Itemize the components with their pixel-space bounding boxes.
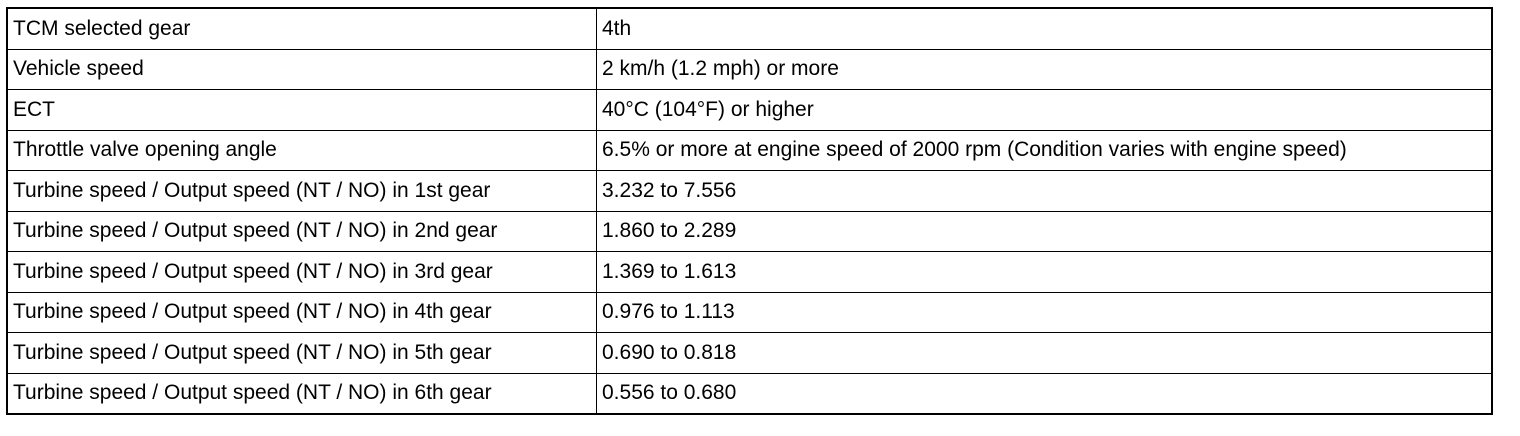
condition-value: 0.976 to 1.113 xyxy=(596,291,1493,333)
condition-value: 6.5% or more at engine speed of 2000 rpm… xyxy=(596,129,1493,171)
condition-value: 40°C (104°F) or higher xyxy=(596,89,1493,131)
condition-value: 0.690 to 0.818 xyxy=(596,332,1493,374)
condition-item: Turbine speed / Output speed (NT / NO) i… xyxy=(6,210,597,252)
table-row: Turbine speed / Output speed (NT / NO) i… xyxy=(6,251,1493,293)
table-row: Turbine speed / Output speed (NT / NO) i… xyxy=(6,291,1493,333)
condition-item: Turbine speed / Output speed (NT / NO) i… xyxy=(6,372,597,415)
condition-value: 1.860 to 2.289 xyxy=(596,210,1493,252)
table-row: Turbine speed / Output speed (NT / NO) i… xyxy=(6,372,1493,415)
condition-item: Turbine speed / Output speed (NT / NO) i… xyxy=(6,332,597,374)
table-row: Turbine speed / Output speed (NT / NO) i… xyxy=(6,170,1493,212)
condition-item: Throttle valve opening angle xyxy=(6,129,597,171)
condition-item: Turbine speed / Output speed (NT / NO) i… xyxy=(6,170,597,212)
condition-value: 3.232 to 7.556 xyxy=(596,170,1493,212)
condition-value: 4th xyxy=(596,7,1493,50)
table-row: Turbine speed / Output speed (NT / NO) i… xyxy=(6,210,1493,252)
table-row: Throttle valve opening angle 6.5% or more… xyxy=(6,129,1493,171)
table-row: Turbine speed / Output speed (NT / NO) i… xyxy=(6,332,1493,374)
condition-value: 1.369 to 1.613 xyxy=(596,251,1493,293)
table-row: Vehicle speed 2 km/h (1.2 mph) or more xyxy=(6,48,1493,90)
condition-item: Vehicle speed xyxy=(6,48,597,90)
condition-item: Turbine speed / Output speed (NT / NO) i… xyxy=(6,251,597,293)
conditions-table: TCM selected gear 4th Vehicle speed 2 km/h … xyxy=(6,7,1493,415)
condition-value: 2 km/h (1.2 mph) or more xyxy=(596,48,1493,90)
table-row: TCM selected gear 4th xyxy=(6,7,1493,50)
condition-item: Turbine speed / Output speed (NT / NO) i… xyxy=(6,291,597,333)
condition-item: ECT xyxy=(6,89,597,131)
condition-item: TCM selected gear xyxy=(6,7,597,50)
table-row: ECT 40°C (104°F) or higher xyxy=(6,89,1493,131)
condition-value: 0.556 to 0.680 xyxy=(596,372,1493,415)
table-body: TCM selected gear 4th Vehicle speed 2 km/h … xyxy=(6,7,1493,415)
